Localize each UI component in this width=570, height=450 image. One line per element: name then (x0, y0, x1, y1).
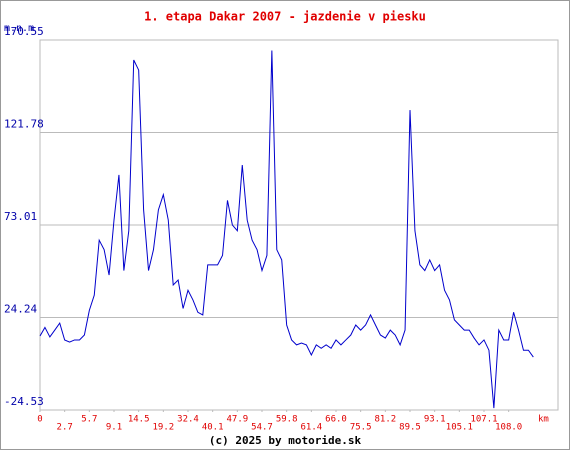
x-axis-label: km (538, 415, 549, 425)
x-tick-label: 108.0 (495, 423, 522, 433)
x-tick-label: 105.1 (446, 423, 473, 433)
elevation-line (39, 50, 534, 409)
x-tick-label: 32.4 (177, 415, 199, 425)
x-tick-label: 0 (37, 415, 42, 425)
x-tick-label: 89.5 (399, 423, 421, 433)
x-tick-label: 47.9 (226, 415, 248, 425)
chart-title: 1. etapa Dakar 2007 - jazdenie v piesku (144, 10, 426, 24)
footer: (c) 2025 by motoride.sk (209, 434, 362, 447)
x-tick-label: 9.1 (106, 423, 122, 433)
y-tick-label: 121.78 (4, 118, 44, 131)
x-tick-label: 59.8 (276, 415, 298, 425)
x-tick-label: 66.0 (325, 415, 347, 425)
x-tick-label: 107.1 (470, 415, 497, 425)
x-tick-label: 93.1 (424, 415, 446, 425)
x-tick-label: 81.2 (374, 415, 396, 425)
x-tick-label: 5.7 (81, 415, 97, 425)
y-tick-label: 73.01 (4, 210, 37, 223)
y-tick-label: 24.24 (4, 303, 37, 316)
x-tick-label: 19.2 (152, 423, 174, 433)
x-tick-label: 14.5 (128, 415, 150, 425)
y-tick-label: -24.53 (4, 395, 44, 408)
x-tick-label: 2.7 (57, 423, 73, 433)
y-tick-label: 170.55 (4, 25, 44, 38)
x-tick-label: 75.5 (350, 423, 372, 433)
x-tick-label: 54.7 (251, 423, 273, 433)
x-tick-label: 40.1 (202, 423, 224, 433)
y-axis-label: m.n.m (4, 23, 34, 34)
x-tick-label: 61.4 (300, 423, 322, 433)
